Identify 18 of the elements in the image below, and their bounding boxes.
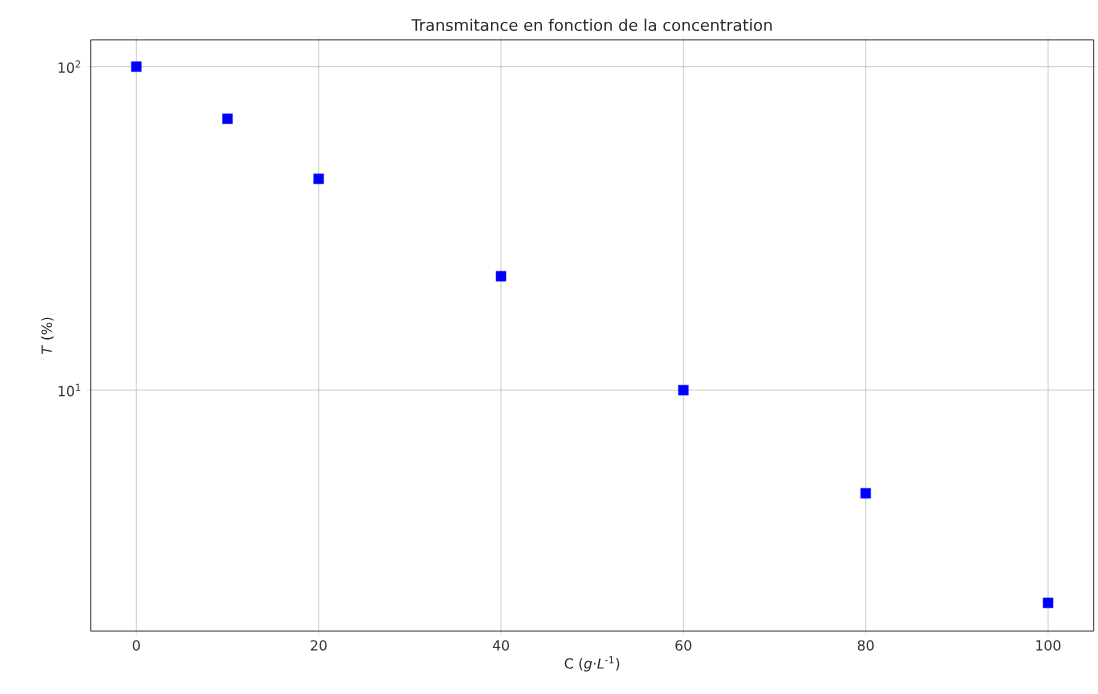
x-axis-title: C (g·L$^{-1}$) [564, 656, 620, 672]
x-tick-label: 100 [1036, 640, 1061, 651]
x-tick-label: 60 [675, 640, 692, 651]
point [1042, 597, 1054, 609]
point [131, 61, 142, 72]
x-tick-label: 40 [492, 640, 509, 651]
chart-title: Transmitance en fonction de la concentration [411, 18, 772, 32]
y-tick-label: 10$^{1}$ [58, 383, 81, 397]
point [495, 271, 507, 282]
y-axis-title: T (%) [41, 317, 54, 354]
point [313, 173, 324, 185]
x-tick-label: 20 [310, 640, 327, 651]
y-tick-label: 10$^{2}$ [58, 60, 81, 74]
point [860, 488, 871, 499]
x-tick-label: 80 [857, 640, 874, 651]
point [222, 113, 233, 125]
point [678, 385, 689, 396]
x-tick-label: 0 [132, 640, 140, 651]
